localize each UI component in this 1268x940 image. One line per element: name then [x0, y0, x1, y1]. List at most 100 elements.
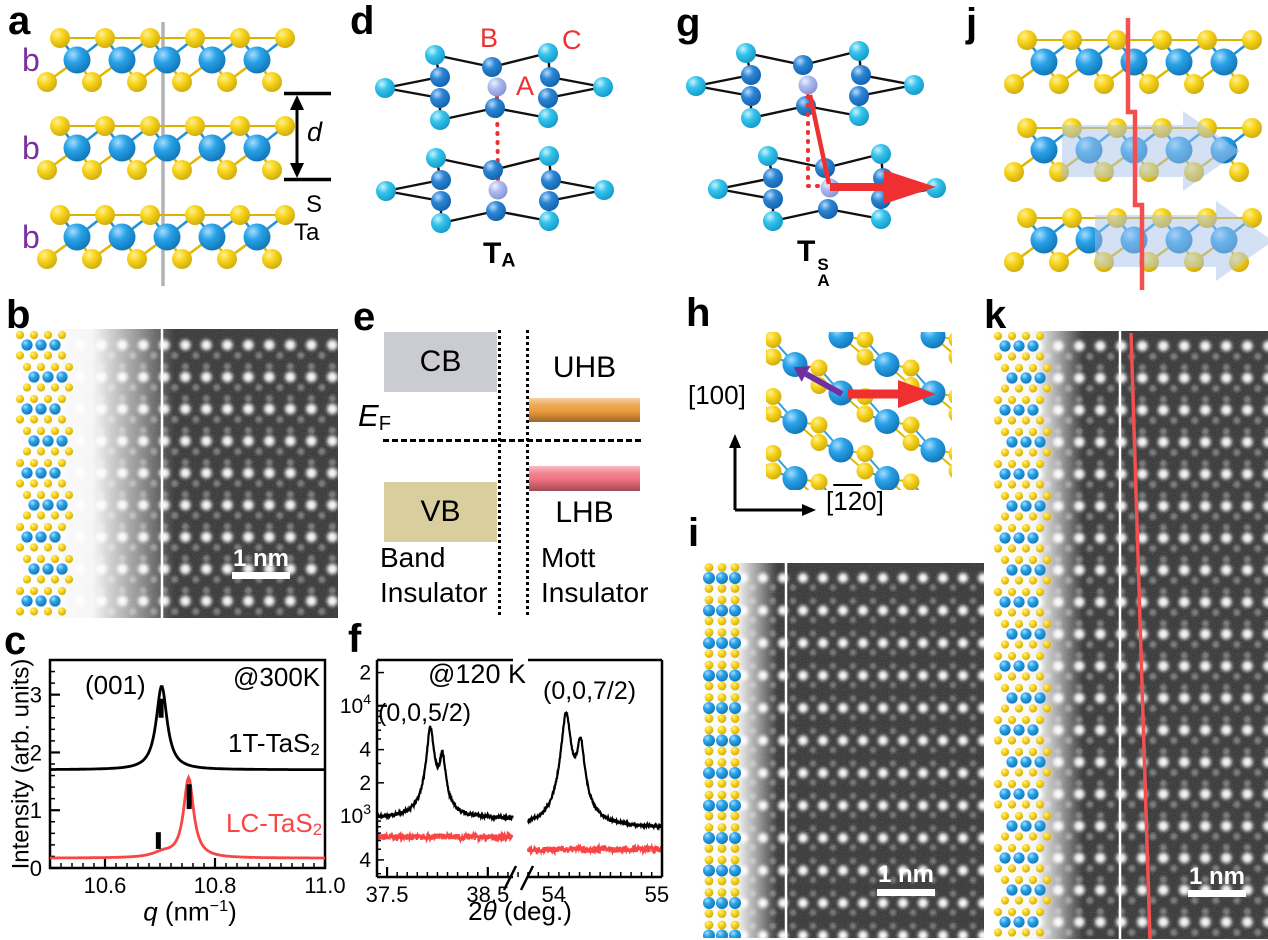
- lhb-label: LHB: [555, 496, 614, 529]
- xlabel-unit: (nm: [157, 896, 210, 927]
- layer-label-b-3: b: [22, 219, 40, 255]
- bracket-rest: 0]: [862, 486, 884, 516]
- xlabel-theta: θ: [482, 896, 497, 926]
- svg-text:10.6: 10.6: [84, 873, 127, 898]
- xlabel-close: ): [228, 896, 237, 927]
- fermi-base: E: [358, 398, 379, 433]
- svg-text:54: 54: [542, 882, 566, 907]
- panel-label-k: k: [984, 293, 1007, 337]
- stem-image-i: [697, 563, 984, 938]
- xlabel-sup: −1: [209, 897, 229, 915]
- svg-text:104: 104: [340, 691, 371, 718]
- panel-label-d: d: [350, 0, 375, 43]
- overline-digits: 12: [833, 486, 863, 516]
- site-label-b: B: [480, 23, 499, 53]
- layer-shift-arrow-2: [1095, 201, 1268, 281]
- axis-label-100: [100]: [688, 380, 746, 410]
- scale-bar: [232, 572, 290, 579]
- series-base: LC-TaS: [226, 808, 313, 838]
- panel-label-e: e: [353, 295, 376, 339]
- panel-label-f: f: [348, 617, 362, 661]
- svg-text:2: 2: [359, 662, 371, 685]
- xrd-chart-120k: 37.5 38.5 54 55 2 104 4 2 103 4: [340, 658, 669, 907]
- series-label-1t-tas2: 1T-TaS2: [228, 728, 320, 760]
- svg-text:37.5: 37.5: [366, 882, 409, 907]
- band-divider-left: [498, 330, 501, 615]
- peak-label-0072: (0,0,7/2): [543, 677, 637, 705]
- fermi-level-label: EF: [358, 398, 391, 435]
- crystal-side-view-a: [37, 22, 331, 286]
- panel-label-c: c: [4, 619, 27, 663]
- x-axis-title-2theta: 2θ (deg.): [440, 896, 600, 926]
- scale-bar-label-b: 1 nm: [232, 545, 289, 572]
- peak-label-001: (001): [85, 670, 146, 700]
- svg-text:4: 4: [359, 739, 371, 762]
- caption-sup: S: [817, 255, 829, 274]
- stacking-diagram-ta: [375, 43, 614, 233]
- series-label-lc-tas2: LC-TaS2: [226, 808, 323, 840]
- svg-text:10.8: 10.8: [194, 873, 237, 898]
- conduction-band-box: CB: [384, 332, 497, 392]
- xlabel-var: q: [143, 896, 158, 927]
- layer-label-b-1: b: [22, 42, 40, 78]
- site-label-c: C: [562, 25, 582, 55]
- scale-bar-label-i: 1 nm: [877, 861, 934, 888]
- series-sub: 2: [310, 740, 320, 760]
- svg-text:2: 2: [30, 740, 42, 765]
- direction-arrows: [793, 366, 936, 408]
- caption-sub: A: [817, 271, 830, 291]
- stacking-caption-ta: TA: [483, 238, 515, 271]
- band-divider-right: [526, 330, 529, 615]
- stacking-boundary-zigzag: [1125, 18, 1145, 290]
- mott-insulator-line1: Mott: [541, 542, 596, 573]
- xlabel-prefix: 2: [468, 896, 483, 926]
- panel-label-g: g: [676, 1, 701, 45]
- temperature-label-120k: @120 K: [428, 659, 526, 689]
- svg-text:55: 55: [645, 882, 669, 907]
- caption-base: T: [797, 235, 816, 268]
- svg-text:1: 1: [30, 798, 42, 823]
- caption-sub: A: [501, 249, 516, 272]
- series-base: 1T-TaS: [228, 728, 311, 758]
- svg-text:0: 0: [30, 856, 42, 881]
- purple-shift-arrow: [804, 371, 844, 397]
- fermi-sub: F: [378, 412, 391, 435]
- layer-label-b-2: b: [22, 130, 40, 166]
- band-insulator-line1: Band: [380, 542, 446, 573]
- xlabel-unit: (deg.): [496, 896, 572, 926]
- scale-bar-label-k: 1 nm: [1188, 863, 1245, 890]
- sulfur-legend-label: S: [306, 191, 323, 218]
- crystal-side-view-j: [1004, 18, 1268, 290]
- series-sub: 2: [312, 820, 323, 840]
- y-axis-title-intensity: Intensity (arb. units): [7, 658, 35, 870]
- panel-label-a: a: [8, 0, 31, 43]
- scale-bar: [1188, 890, 1246, 897]
- guide-line-red: [1129, 332, 1152, 939]
- stem-image-b: [10, 329, 338, 618]
- svg-text:103: 103: [340, 801, 371, 828]
- tantalum-legend-label: Ta: [294, 219, 320, 246]
- uhb-label: UHB: [552, 351, 617, 384]
- panel-label-i: i: [688, 511, 700, 555]
- mott-insulator-line2: Insulator: [541, 577, 649, 608]
- svg-text:3: 3: [30, 683, 42, 708]
- band-insulator-line2: Insulator: [380, 577, 488, 608]
- peak-label-0052: (0,0,5/2): [378, 699, 472, 727]
- temperature-label-300k: @300K: [233, 662, 321, 692]
- caption-base: T: [483, 237, 502, 270]
- svg-text:11.0: 11.0: [304, 873, 345, 898]
- stacking-diagram-tas: [686, 41, 946, 231]
- svg-text:4: 4: [359, 849, 371, 872]
- panel-label-b: b: [6, 293, 31, 337]
- scale-bar: [877, 889, 935, 896]
- svg-text:38.5: 38.5: [466, 882, 509, 907]
- crystal-axes: [729, 434, 816, 516]
- upper-hubbard-band-bar: [529, 398, 640, 422]
- axis-label-120: [120]: [826, 486, 884, 516]
- valence-band-box: VB: [384, 482, 497, 542]
- bracket-open: [: [826, 486, 834, 516]
- fermi-level-line: [383, 439, 641, 442]
